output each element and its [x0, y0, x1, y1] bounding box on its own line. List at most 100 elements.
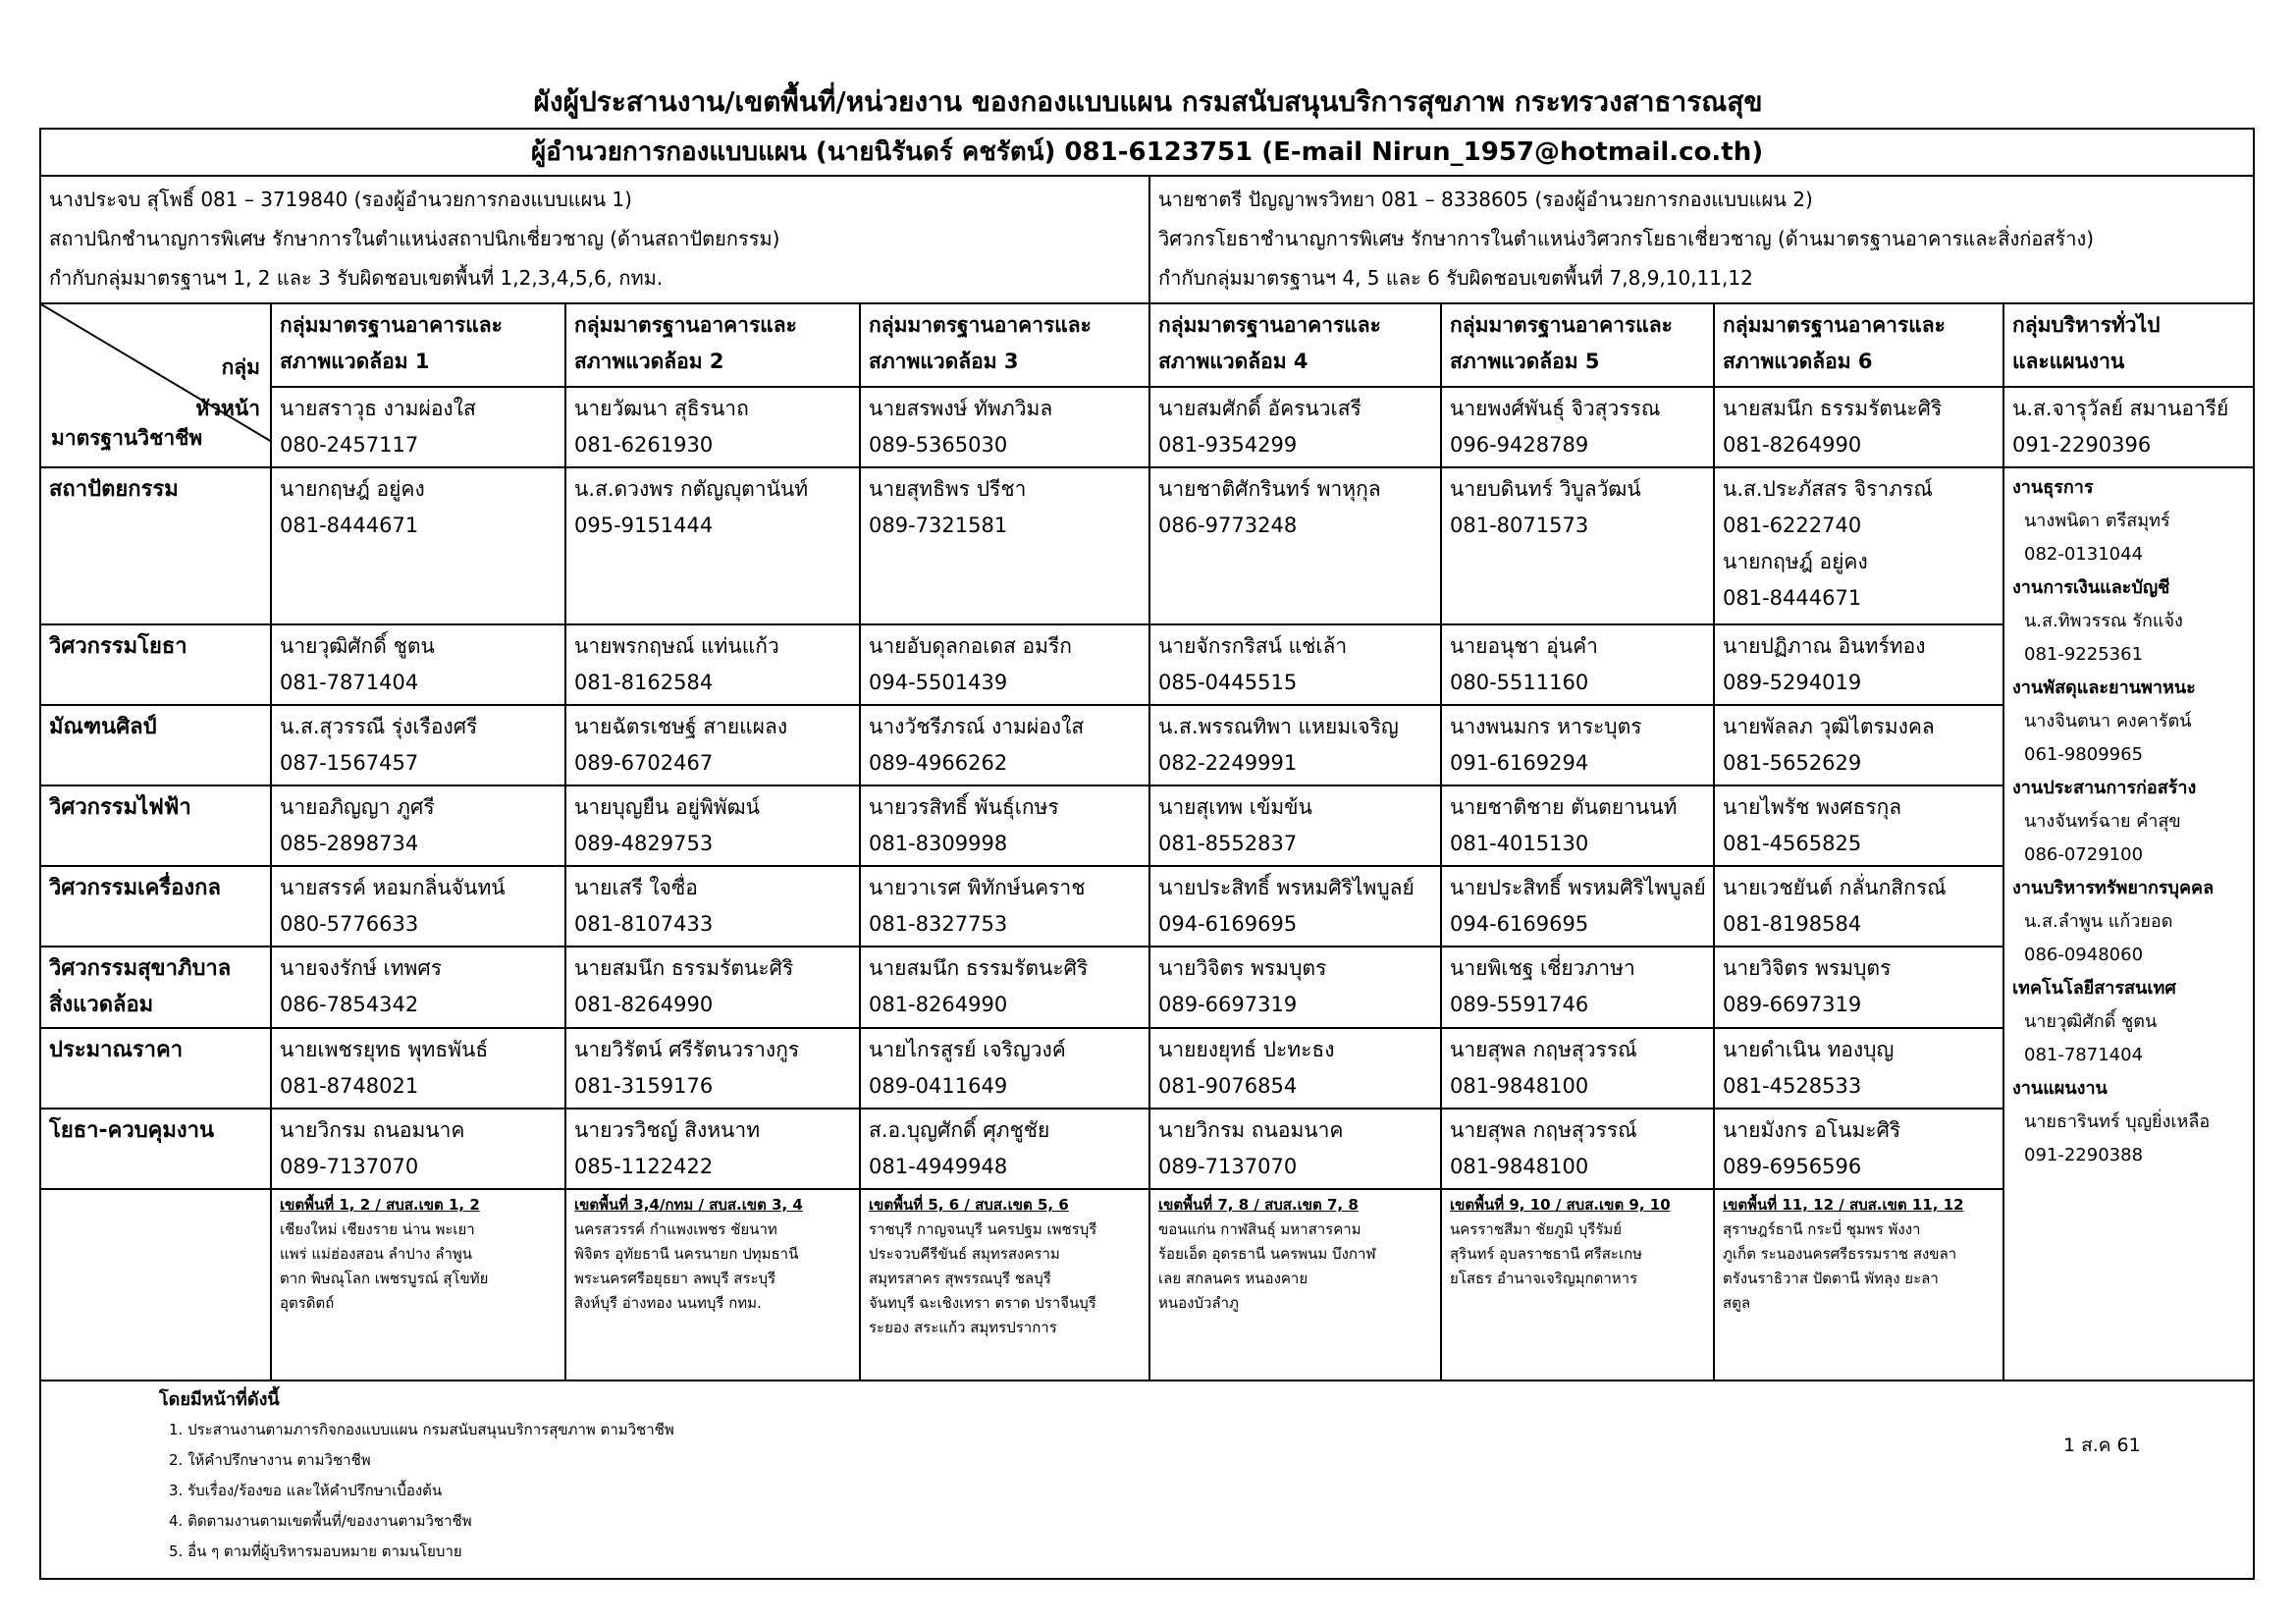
coordinator-line: นายวิกรม ถนอมนาค — [1158, 1118, 1344, 1142]
discipline-name: สถาปัตยกรรม — [49, 477, 179, 502]
group-head: นายพงศ์พันธุ์ จิวสุวรรณ — [1450, 397, 1661, 420]
coordinator-line: 089-5591746 — [1450, 993, 1589, 1016]
coordinator-cell: นายวิจิตร พรมบุตร 089-6697319 — [1148, 946, 1442, 1029]
coordinator-line: นายประสิทธิ์ พรหมศิริไพบูลย์ — [1158, 876, 1415, 899]
coordinator-line: 086-7854342 — [280, 993, 419, 1016]
discipline-cell: วิศวกรรมเครื่องกล — [39, 865, 272, 947]
group-name-cell: กลุ่มมาตรฐานอาคารและ สภาพแวดล้อม 4 — [1148, 302, 1442, 388]
admin-unit: งานแผนงาน — [2012, 1078, 2108, 1099]
group-name: กลุ่มมาตรฐานอาคารและ — [280, 313, 503, 337]
zone-province: ยโสธร อำนาจเจริญมุกดาหาร — [1450, 1270, 1638, 1287]
coordinator-line: นายสมนึก ธรรมรัตนะศิริ — [869, 956, 1089, 980]
coordinator-line: 089-7137070 — [280, 1155, 419, 1178]
coordinator-line: 081-4528533 — [1723, 1074, 1862, 1098]
coordinator-line: นางพนมกร หาระบุตร — [1450, 715, 1642, 738]
corner-label: หัวหน้า — [195, 397, 260, 420]
duty-item: 5. อื่น ๆ ตามที่ผู้บริหารมอบหมาย ตามนโยบ… — [169, 1543, 462, 1560]
admin-person: 081-9225361 — [2024, 644, 2144, 665]
group-head: นายวัฒนา สุธิรนาถ — [574, 397, 749, 420]
deputy-line: สถาปนิกชำนาญการพิเศษ รักษาการในตำแหน่งสถ… — [49, 227, 780, 250]
admin-person: นางจันทร์ฉาย คำสุข — [2024, 811, 2181, 832]
table-row: วิศวกรรมเครื่องกล นายสรรค์ หอมกลิ่นจันทน์… — [39, 865, 2254, 947]
group-head: 096-9428789 — [1450, 433, 1589, 457]
coordinator-line: นายฉัตรเชษฐ์ สายแผลง — [574, 715, 788, 738]
coordinator-cell: นายสมนึก ธรรมรัตนะศิริ 081-8264990 — [859, 946, 1150, 1029]
coordinator-line: นายกฤษฎ์ อยู่คง — [280, 477, 425, 501]
coordinator-line: 085-0445515 — [1158, 671, 1298, 694]
coordinator-line: 081-8748021 — [280, 1074, 419, 1098]
coordinator-line: 089-4829753 — [574, 832, 714, 855]
group-name: กลุ่มมาตรฐานอาคารและ — [1158, 313, 1381, 337]
group-head: นายสราวุธ งามผ่องใส — [280, 397, 476, 420]
group-name-cell: กลุ่มมาตรฐานอาคารและ สภาพแวดล้อม 2 — [564, 302, 861, 388]
zone-province: นครสวรรค์ กำแพงเพชร ชัยนาท — [574, 1220, 777, 1238]
zone-province: อุตรดิตถ์ — [280, 1294, 335, 1312]
group-name: สภาพแวดล้อม 6 — [1723, 350, 1873, 373]
coordinator-line: 081-9076854 — [1158, 1074, 1298, 1098]
zone-province: พิจิตร อุทัยธานี นครนายก ปทุมธานี — [574, 1245, 799, 1263]
discipline-cell: วิศวกรรมโยธา — [39, 623, 272, 706]
coordinator-line: 085-1122422 — [574, 1155, 714, 1178]
zone-province: ภูเก็ต ระนองนครศรีธรรมราช สงขลา — [1723, 1245, 1957, 1263]
coordinator-line: นายยงยุทธ์ ปะทะธง — [1158, 1038, 1335, 1061]
group-head-cell: นายวัฒนา สุธิรนาถ 081-6261930 — [564, 386, 861, 468]
coordinator-cell: นายสุพล กฤษสุวรรณ์ 081-9848100 — [1440, 1027, 1715, 1110]
group-name: สภาพแวดล้อม 1 — [280, 350, 430, 373]
group-name-cell: กลุ่มมาตรฐานอาคารและ สภาพแวดล้อม 6 — [1713, 302, 2004, 388]
table-row: โดยมีหน้าที่ดังนี้ 1. ประสานงานตามภารกิจก… — [38, 1380, 2256, 1580]
corner-diagonal — [42, 305, 269, 442]
coordinator-line: 091-6169294 — [1450, 751, 1589, 775]
table-row: วิศวกรรมไฟฟ้า นายอภิญญา ภูศรี 085-2898734 น… — [39, 785, 2254, 867]
table-row: มัณฑนศิลป์ น.ส.สุวรรณี รุ่งเรืองศรี 087-15… — [39, 704, 2254, 786]
coordinator-line: 087-1567457 — [280, 751, 419, 775]
group-head: 081-8264990 — [1723, 433, 1862, 457]
zone-province: ระยอง สระแก้ว สมุทรปราการ — [869, 1319, 1057, 1336]
coordinator-line: 081-8198584 — [1723, 912, 1862, 936]
discipline-name: วิศวกรรมโยธา — [49, 634, 187, 659]
table-row: นางประจบ สุโพธิ์ 081 – 3719840 (รองผู้อำ… — [39, 175, 2256, 304]
deputy-cell: นายชาตรี ปัญญาพรวิทยา 081 – 8338605 (รอง… — [1148, 175, 2256, 304]
admin-person: นางจินตนา คงคารัตน์ — [2024, 711, 2192, 731]
group-head: นายสรพงษ์ ทัพภวิมล — [869, 397, 1053, 420]
coordinator-cell: นายประสิทธิ์ พรหมศิริไพบูลย์ 094-6169695 — [1440, 865, 1715, 947]
coordinator-cell: ส.อ.บุญศักดิ์ ศุภชูชัย 081-4949948 — [859, 1108, 1150, 1190]
zone-title: เขตพื้นที่ 7, 8 / สบส.เขต 7, 8 — [1158, 1196, 1359, 1214]
zone-province: จันทบุรี ฉะเชิงเทรา ตราด ปราจีนบุรี — [869, 1294, 1096, 1312]
coordinator-cell: นายพัลลภ วุฒิไตรมงคล 081-5652629 — [1713, 704, 2004, 786]
group-name-cell: กลุ่มมาตรฐานอาคารและสภาพแวดล้อม 1 — [270, 302, 566, 388]
group-head: นายสมศักดิ์ อัครนวเสรี — [1158, 397, 1362, 420]
coordinator-line: 089-7137070 — [1158, 1155, 1298, 1178]
coordinator-line: 081-8309998 — [869, 832, 1008, 855]
coordinator-line: นายวรสิทธิ์ พันธุ์เกษร — [869, 795, 1059, 819]
deputy-line: วิศวกรโยธาชำนาญการพิเศษ รักษาการในตำแหน่… — [1158, 227, 2095, 250]
zone-province: สุรินทร์ อุบลราชธานี ศรีสะเกษ — [1450, 1245, 1643, 1263]
group-head: น.ส.จารุวัลย์ สมานอารีย์ — [2012, 397, 2229, 420]
coordinator-line: 081-8162584 — [574, 671, 714, 694]
coordinator-line: นายเสรี ใจซื่อ — [574, 876, 698, 899]
coordinator-line: 081-8444671 — [280, 514, 419, 537]
coordinator-cell: นายวิรัตน์ ศรีรัตนวรางกูร 081-3159176 — [564, 1027, 861, 1110]
coordinator-cell: นายสุเทพ เข้มข้น 081-8552837 — [1148, 785, 1442, 867]
discipline-name: โยธา-ควบคุมงาน — [49, 1118, 215, 1143]
coordinator-line: นายสุพล กฤษสุวรรณ์ — [1450, 1038, 1637, 1061]
group-name-cell: กลุ่มมาตรฐานอาคารและ สภาพแวดล้อม 5 — [1440, 302, 1715, 388]
coordinator-line: นายจงรักษ์ เทพศร — [280, 956, 442, 980]
discipline-name: สิ่งแวดล้อม — [49, 993, 154, 1017]
coordinator-line: นายวิจิตร พรมบุตร — [1723, 956, 1892, 980]
zone-province: แพร่ แม่ฮ่องสอน ลำปาง ลำพูน — [280, 1245, 473, 1263]
coordinator-line: นายวรวิชญ์ สิงหนาท — [574, 1118, 761, 1142]
coordinator-cell: นายประสิทธิ์ พรหมศิริไพบูลย์ 094-6169695 — [1148, 865, 1442, 947]
coordinator-cell: นายวิกรม ถนอมนาค 089-7137070 — [1148, 1108, 1442, 1190]
deputy-cell: นางประจบ สุโพธิ์ 081 – 3719840 (รองผู้อำ… — [39, 175, 1150, 304]
coordinator-line: นายวิจิตร พรมบุตร — [1158, 956, 1327, 980]
group-name: กลุ่มมาตรฐานอาคารและ — [574, 313, 797, 337]
coordinator-cell: นายกฤษฎ์ อยู่คง 081-8444671 — [270, 466, 566, 625]
zone-cell: เขตพื้นที่ 7, 8 / สบส.เขต 7, 8 ขอนแก่น กา… — [1148, 1188, 1442, 1381]
zone-province: ร้อยเอ็ด อุดรธานี นครพนม บึงกาฬ — [1158, 1245, 1376, 1263]
zone-province: สมุทรสาคร สุพรรณบุรี ชลบุรี — [869, 1270, 1051, 1287]
group-head: 091-2290396 — [2012, 433, 2152, 457]
coordinator-line: นายประสิทธิ์ พรหมศิริไพบูลย์ — [1450, 876, 1706, 899]
admin-person: 091-2290388 — [2024, 1145, 2144, 1165]
diagonal-line — [42, 305, 269, 442]
